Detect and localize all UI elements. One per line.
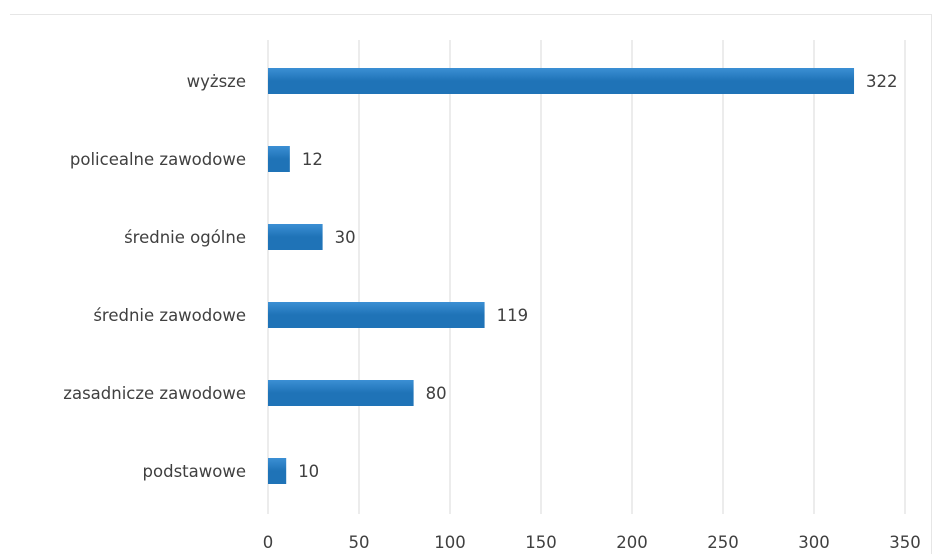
category-label-0: wyższe xyxy=(187,72,246,91)
x-tick-label-250: 250 xyxy=(707,533,739,552)
x-tick-label-50: 50 xyxy=(349,533,370,552)
x-tick-label-350: 350 xyxy=(889,533,921,552)
value-label-1: 12 xyxy=(302,150,323,169)
chart-frame xyxy=(10,14,932,554)
category-label-2: średnie ogólne xyxy=(124,228,246,247)
bar-3 xyxy=(268,302,485,328)
category-labels: wyższe policealne zawodowe średnie ogólne ś… xyxy=(63,72,246,481)
x-tick-label-0: 0 xyxy=(263,533,274,552)
bar-0 xyxy=(268,68,855,94)
x-axis-tick-labels: 0 50 100 150 200 250 300 350 xyxy=(263,533,921,552)
bars xyxy=(268,68,855,484)
category-label-1: policealne zawodowe xyxy=(70,150,246,169)
category-label-4: zasadnicze zawodowe xyxy=(63,384,246,403)
category-label-5: podstawowe xyxy=(143,462,246,481)
grid-lines xyxy=(267,40,906,514)
category-label-3: średnie zawodowe xyxy=(93,306,246,325)
x-tick-label-100: 100 xyxy=(434,533,466,552)
value-label-5: 10 xyxy=(298,462,319,481)
value-label-3: 119 xyxy=(497,306,528,325)
value-labels: 322 12 30 119 80 10 xyxy=(298,72,897,481)
bar-1 xyxy=(268,146,290,172)
bar-5 xyxy=(268,458,287,484)
value-label-2: 30 xyxy=(335,228,356,247)
value-label-0: 322 xyxy=(866,72,898,91)
bar-2 xyxy=(268,224,323,250)
value-label-4: 80 xyxy=(426,384,447,403)
x-tick-label-300: 300 xyxy=(798,533,830,552)
bar-4 xyxy=(268,380,414,406)
x-tick-label-200: 200 xyxy=(616,533,648,552)
x-tick-label-150: 150 xyxy=(525,533,557,552)
